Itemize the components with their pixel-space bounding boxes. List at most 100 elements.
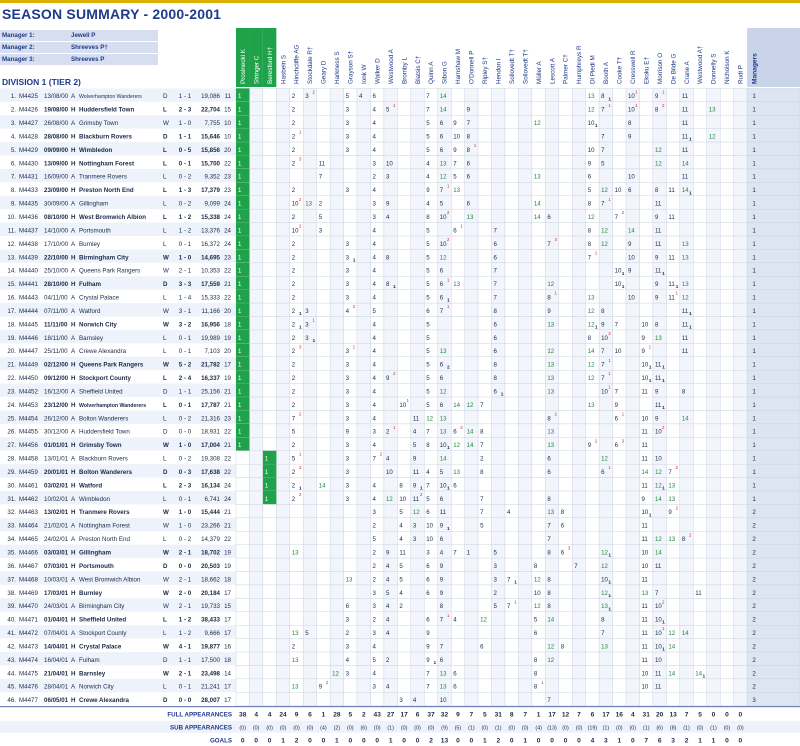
shirt-number: 13 xyxy=(305,201,312,208)
sub-appearances-value: (19) xyxy=(588,726,598,732)
player-cell xyxy=(679,208,694,223)
player-cell xyxy=(451,651,465,666)
shirt-number: 11 xyxy=(682,308,689,315)
managers-header xyxy=(747,28,800,87)
player-cell xyxy=(572,651,586,666)
player-cell xyxy=(249,302,264,317)
player-cell xyxy=(733,611,748,626)
player-cell xyxy=(276,423,291,438)
shirt-number: 6 xyxy=(615,442,619,449)
player-cell xyxy=(639,262,654,277)
shirt-number: 11 xyxy=(695,590,702,597)
shirt-number: 11 xyxy=(655,684,662,691)
shirt-number: 12 xyxy=(601,241,608,248)
player-cell xyxy=(410,316,425,331)
attendance: 7,755 xyxy=(205,120,221,127)
player-cell xyxy=(706,141,721,156)
match-row-bg xyxy=(0,383,236,398)
player-cell xyxy=(356,356,371,371)
player-cell xyxy=(585,477,600,492)
player-cell xyxy=(585,410,600,425)
player-cell xyxy=(612,450,627,465)
shirt-number: 2 xyxy=(319,201,323,208)
player-cell xyxy=(316,544,331,559)
home-away: H xyxy=(71,187,76,194)
player-cell xyxy=(639,168,654,183)
shirt-number: 8 xyxy=(655,187,659,194)
sub-time-marker: 2 xyxy=(353,304,356,309)
player-cell xyxy=(356,302,371,317)
home-away: A xyxy=(71,684,76,691)
score: 1 - 1 xyxy=(179,93,192,100)
player-cell xyxy=(693,490,707,505)
player-cell xyxy=(625,208,640,223)
shirt-number: 8 xyxy=(534,684,538,691)
goal-marker: 1 xyxy=(299,324,302,330)
player-cell xyxy=(491,450,506,465)
shirt-number: 11 xyxy=(399,550,406,557)
player-cell xyxy=(518,128,533,143)
player-cell xyxy=(585,383,600,398)
shirt-number: 3 xyxy=(373,684,377,691)
match-id: M4428 xyxy=(19,133,38,140)
player-cell xyxy=(276,316,291,331)
shirt-number: 8 xyxy=(426,442,430,449)
player-cell xyxy=(720,423,734,438)
player-cell xyxy=(410,182,425,196)
player-cell xyxy=(720,195,734,210)
shirt-number: 12 xyxy=(655,147,662,154)
match-date: 26/12/00 xyxy=(44,415,69,422)
sub-time-marker: 1 xyxy=(608,465,611,470)
match-number: 29. xyxy=(7,469,16,476)
player-cell xyxy=(410,611,425,626)
player-cell xyxy=(356,625,371,639)
score: 1 - 0 xyxy=(179,509,192,516)
league-position: 24 xyxy=(224,227,231,234)
player-cell xyxy=(625,692,640,706)
goalkeeper-cell xyxy=(236,383,250,398)
score: 1 - 0 xyxy=(179,442,192,449)
shirt-number: 1 xyxy=(238,321,242,328)
shirt-number: 11 xyxy=(642,482,649,489)
home-away: H xyxy=(71,482,76,489)
player-cell xyxy=(693,423,707,438)
sub-time-marker: 2 xyxy=(299,197,302,202)
shirt-number: 3 xyxy=(346,469,350,476)
player-cell xyxy=(612,101,627,116)
player-cell xyxy=(316,611,331,626)
player-cell xyxy=(518,316,533,331)
sub-time-marker: 2 xyxy=(299,411,302,416)
player-cell xyxy=(235,598,250,612)
player-cell xyxy=(383,302,398,317)
player-cell xyxy=(558,557,573,572)
shirt-number: 8 xyxy=(534,670,538,677)
player-cell xyxy=(356,504,371,519)
player-cell xyxy=(477,678,492,693)
shirt-number: 11 xyxy=(655,201,662,208)
match-date: 09/09/00 xyxy=(44,147,69,154)
league-position: 17 xyxy=(224,590,231,597)
player-cell xyxy=(504,168,519,183)
player-cell xyxy=(356,289,371,304)
shirt-number: 10 xyxy=(601,576,608,583)
player-cell xyxy=(693,557,707,572)
attendance: 19,308 xyxy=(201,456,220,463)
sub-time-marker: 3 xyxy=(299,465,302,470)
player-cell xyxy=(706,249,721,264)
match-row-bg xyxy=(0,101,236,116)
home-away: H xyxy=(71,254,76,261)
player-cell xyxy=(491,101,506,116)
player-cell xyxy=(666,437,681,451)
goalkeeper-cell xyxy=(236,128,250,143)
opponent: Gillingham xyxy=(79,201,108,208)
player-cell xyxy=(693,195,707,210)
player-cell xyxy=(679,396,694,411)
sub-time-marker: 1 xyxy=(474,143,477,148)
match-id: M4438 xyxy=(19,241,38,248)
match-id: M4443 xyxy=(19,295,38,302)
player-cell xyxy=(504,182,519,196)
shirt-number: 2 xyxy=(292,241,296,248)
shirt-number: 3 xyxy=(346,456,350,463)
player-cell xyxy=(612,531,627,545)
shirt-number: 10 xyxy=(642,563,649,570)
